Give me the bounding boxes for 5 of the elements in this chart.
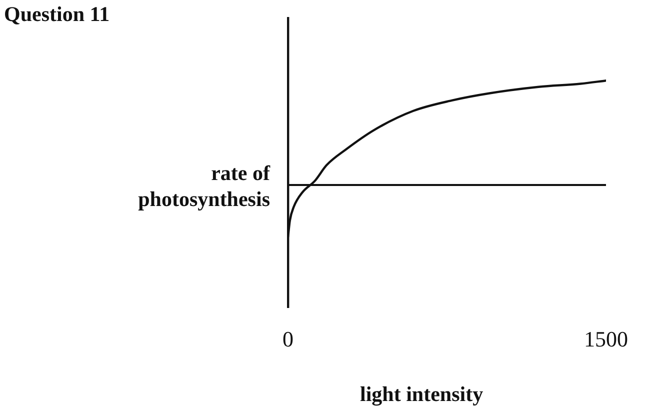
x-tick-label: 0 (282, 326, 294, 352)
x-tick-label: 1500 (584, 326, 628, 352)
x-axis-title: light intensity (360, 382, 484, 407)
text: Question 11 (4, 2, 110, 27)
y-axis-title: rate of photosynthesis (137, 160, 270, 212)
